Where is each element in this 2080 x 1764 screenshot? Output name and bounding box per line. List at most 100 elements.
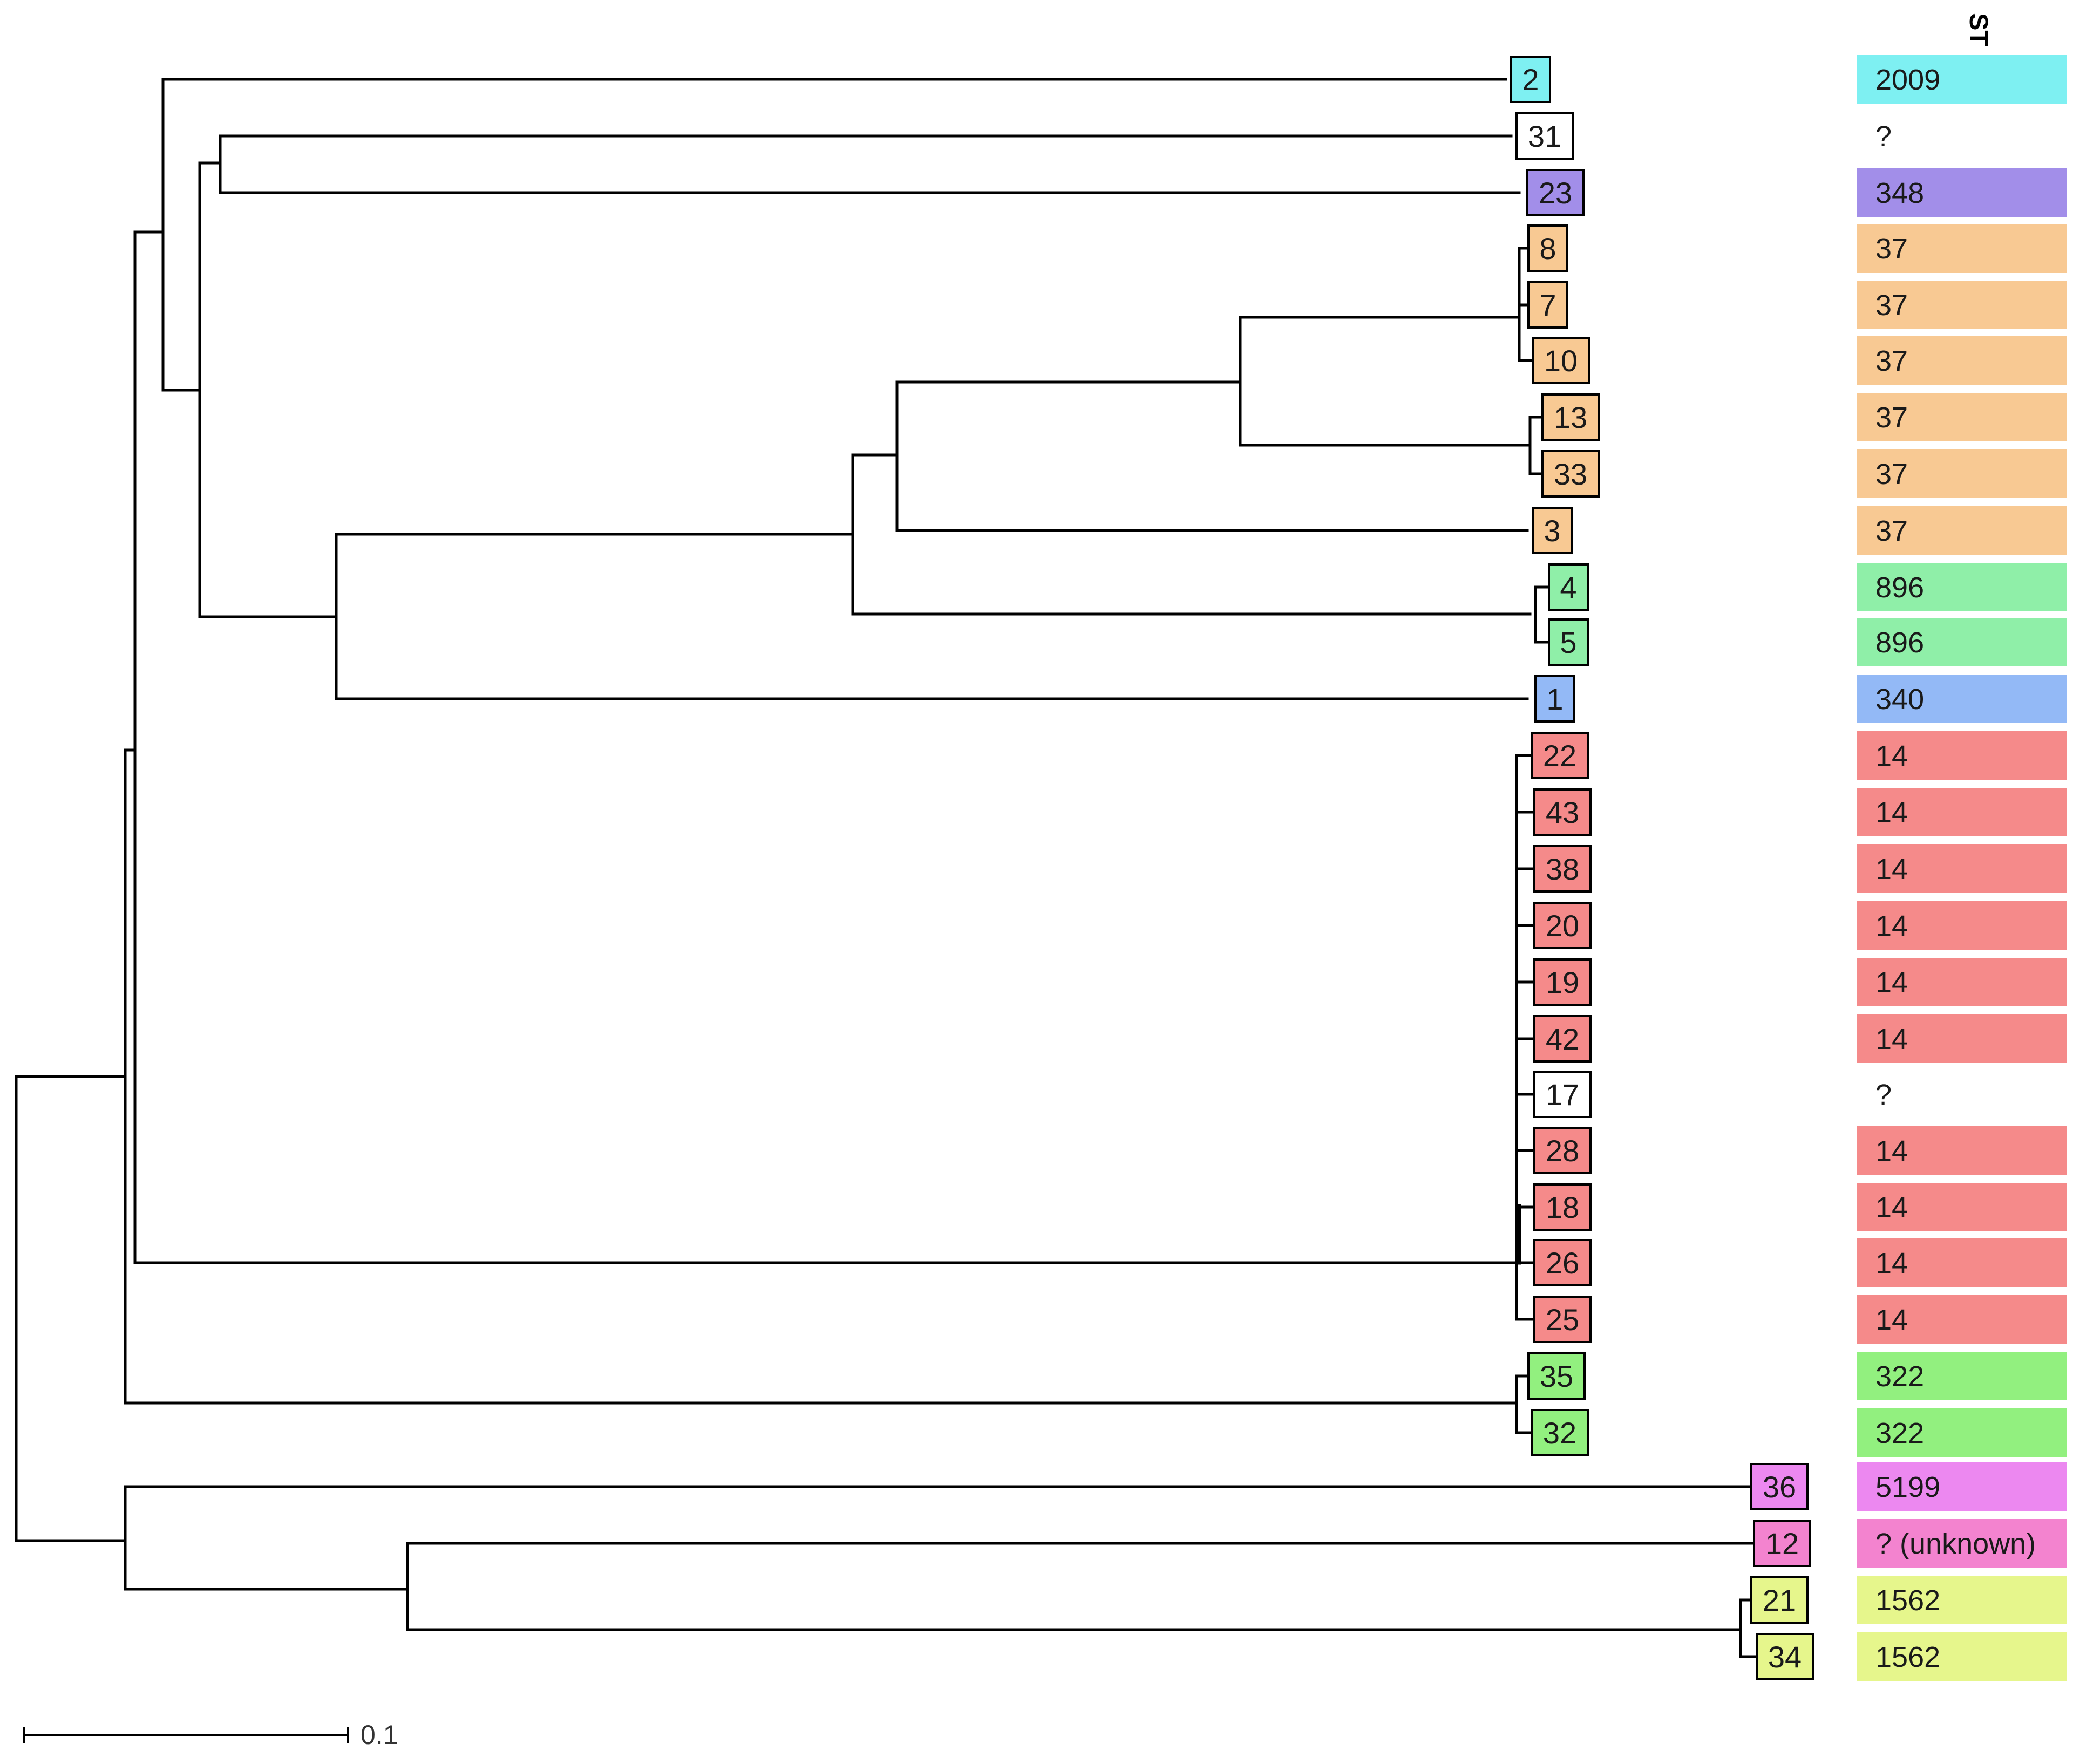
leaf-label: 43 [1533, 788, 1592, 836]
st-value: 37 [1875, 515, 1908, 547]
scale-bar-label: 0.1 [361, 1720, 398, 1750]
st-cell [1857, 336, 2067, 385]
st-value: 37 [1875, 233, 1908, 265]
st-value: 14 [1875, 740, 1908, 772]
leaf-label: 21 [1750, 1576, 1809, 1624]
st-cell [1857, 844, 2067, 893]
svg-text:28: 28 [1546, 1134, 1579, 1168]
st-cell [1857, 393, 2067, 441]
st-value: 348 [1875, 177, 1924, 209]
st-cell [1857, 1462, 2067, 1511]
leaf-label: 2 [1510, 56, 1551, 103]
svg-text:26: 26 [1546, 1246, 1579, 1280]
st-cell [1857, 563, 2067, 611]
st-column: ST 2009? 348 37 37 37 37 37 37 896 896 340 14 14 14 14… [1857, 13, 2067, 1681]
st-cell [1857, 1014, 2067, 1063]
leaf-label: 23 [1526, 169, 1585, 216]
svg-text:43: 43 [1546, 795, 1579, 829]
st-value: 14 [1875, 1247, 1908, 1279]
svg-text:4: 4 [1560, 570, 1576, 604]
leaf-labels: 2 31 23 8 7 10 13 33 3 4 5 1 22 43 38 20… [1510, 56, 1814, 1680]
st-cell [1857, 731, 2067, 780]
svg-text:23: 23 [1539, 176, 1572, 210]
leaf-label: 4 [1548, 563, 1589, 611]
svg-text:38: 38 [1546, 852, 1579, 886]
st-value: 14 [1875, 853, 1908, 886]
st-value: 14 [1875, 1135, 1908, 1167]
st-cell [1857, 1295, 2067, 1344]
st-value: 14 [1875, 1304, 1908, 1336]
scale-bar-line [23, 1727, 349, 1743]
leaf-label: 25 [1533, 1296, 1592, 1343]
st-value: 14 [1875, 910, 1908, 942]
svg-text:34: 34 [1768, 1640, 1802, 1674]
svg-text:42: 42 [1546, 1022, 1579, 1056]
st-value: 14 [1875, 1023, 1908, 1055]
st-value: 14 [1875, 966, 1908, 999]
st-value: 1562 [1875, 1584, 1940, 1617]
svg-text:10: 10 [1544, 344, 1578, 378]
svg-text:5: 5 [1560, 625, 1576, 659]
svg-text:31: 31 [1528, 119, 1561, 153]
leaf-label: 5 [1548, 618, 1589, 666]
svg-text:13: 13 [1554, 400, 1587, 434]
st-cell [1857, 1183, 2067, 1231]
svg-text:20: 20 [1546, 909, 1579, 943]
svg-text:21: 21 [1763, 1583, 1796, 1617]
st-cell [1857, 281, 2067, 329]
st-value: 322 [1875, 1360, 1924, 1393]
st-cell [1857, 1519, 2067, 1568]
st-cell [1857, 224, 2067, 273]
leaf-label: 1 [1534, 675, 1575, 723]
st-value: 340 [1875, 683, 1924, 716]
st-cell [1857, 901, 2067, 950]
leaf-label: 19 [1533, 958, 1592, 1006]
st-cell [1857, 1238, 2067, 1287]
st-cell [1857, 1632, 2067, 1681]
st-value: 896 [1875, 626, 1924, 659]
svg-text:18: 18 [1546, 1190, 1579, 1224]
svg-text:36: 36 [1763, 1470, 1796, 1504]
leaf-label: 10 [1532, 337, 1590, 384]
st-value: 37 [1875, 345, 1908, 377]
leaf-label: 33 [1541, 450, 1600, 498]
st-value: 14 [1875, 796, 1908, 829]
svg-text:2: 2 [1522, 63, 1539, 97]
leaf-label: 18 [1533, 1183, 1592, 1231]
svg-text:33: 33 [1554, 457, 1587, 491]
svg-text:19: 19 [1546, 965, 1579, 999]
st-value: ? [1875, 1079, 1892, 1111]
st-cell [1857, 506, 2067, 555]
leaf-label: 17 [1533, 1071, 1592, 1118]
leaf-label: 7 [1527, 281, 1568, 329]
st-cell [1857, 618, 2067, 666]
leaf-label: 20 [1533, 902, 1592, 949]
svg-text:1: 1 [1546, 682, 1563, 716]
leaf-label: 32 [1531, 1409, 1589, 1456]
tree-branches [15, 78, 1758, 1658]
leaf-label: 3 [1532, 507, 1573, 554]
svg-text:17: 17 [1546, 1078, 1579, 1112]
st-value: ? [1875, 120, 1892, 153]
st-value: 37 [1875, 289, 1908, 322]
svg-text:8: 8 [1539, 231, 1556, 265]
st-cell [1857, 958, 2067, 1006]
st-value: ? (unknown) [1875, 1528, 2036, 1560]
st-cell [1857, 168, 2067, 217]
st-value: 896 [1875, 571, 1924, 604]
scale-bar: 0.1 [23, 1720, 398, 1750]
leaf-label: 35 [1527, 1352, 1586, 1400]
svg-text:32: 32 [1543, 1416, 1576, 1450]
svg-text:35: 35 [1540, 1359, 1573, 1393]
leaf-label: 34 [1756, 1633, 1814, 1680]
svg-text:3: 3 [1544, 514, 1560, 548]
svg-text:7: 7 [1539, 288, 1556, 322]
st-value: 322 [1875, 1417, 1924, 1449]
st-value: 37 [1875, 401, 1908, 434]
st-cell [1857, 1126, 2067, 1175]
st-cell [1857, 449, 2067, 498]
st-value: 2009 [1875, 64, 1940, 96]
st-cell [1857, 1408, 2067, 1457]
st-value: 14 [1875, 1191, 1908, 1224]
